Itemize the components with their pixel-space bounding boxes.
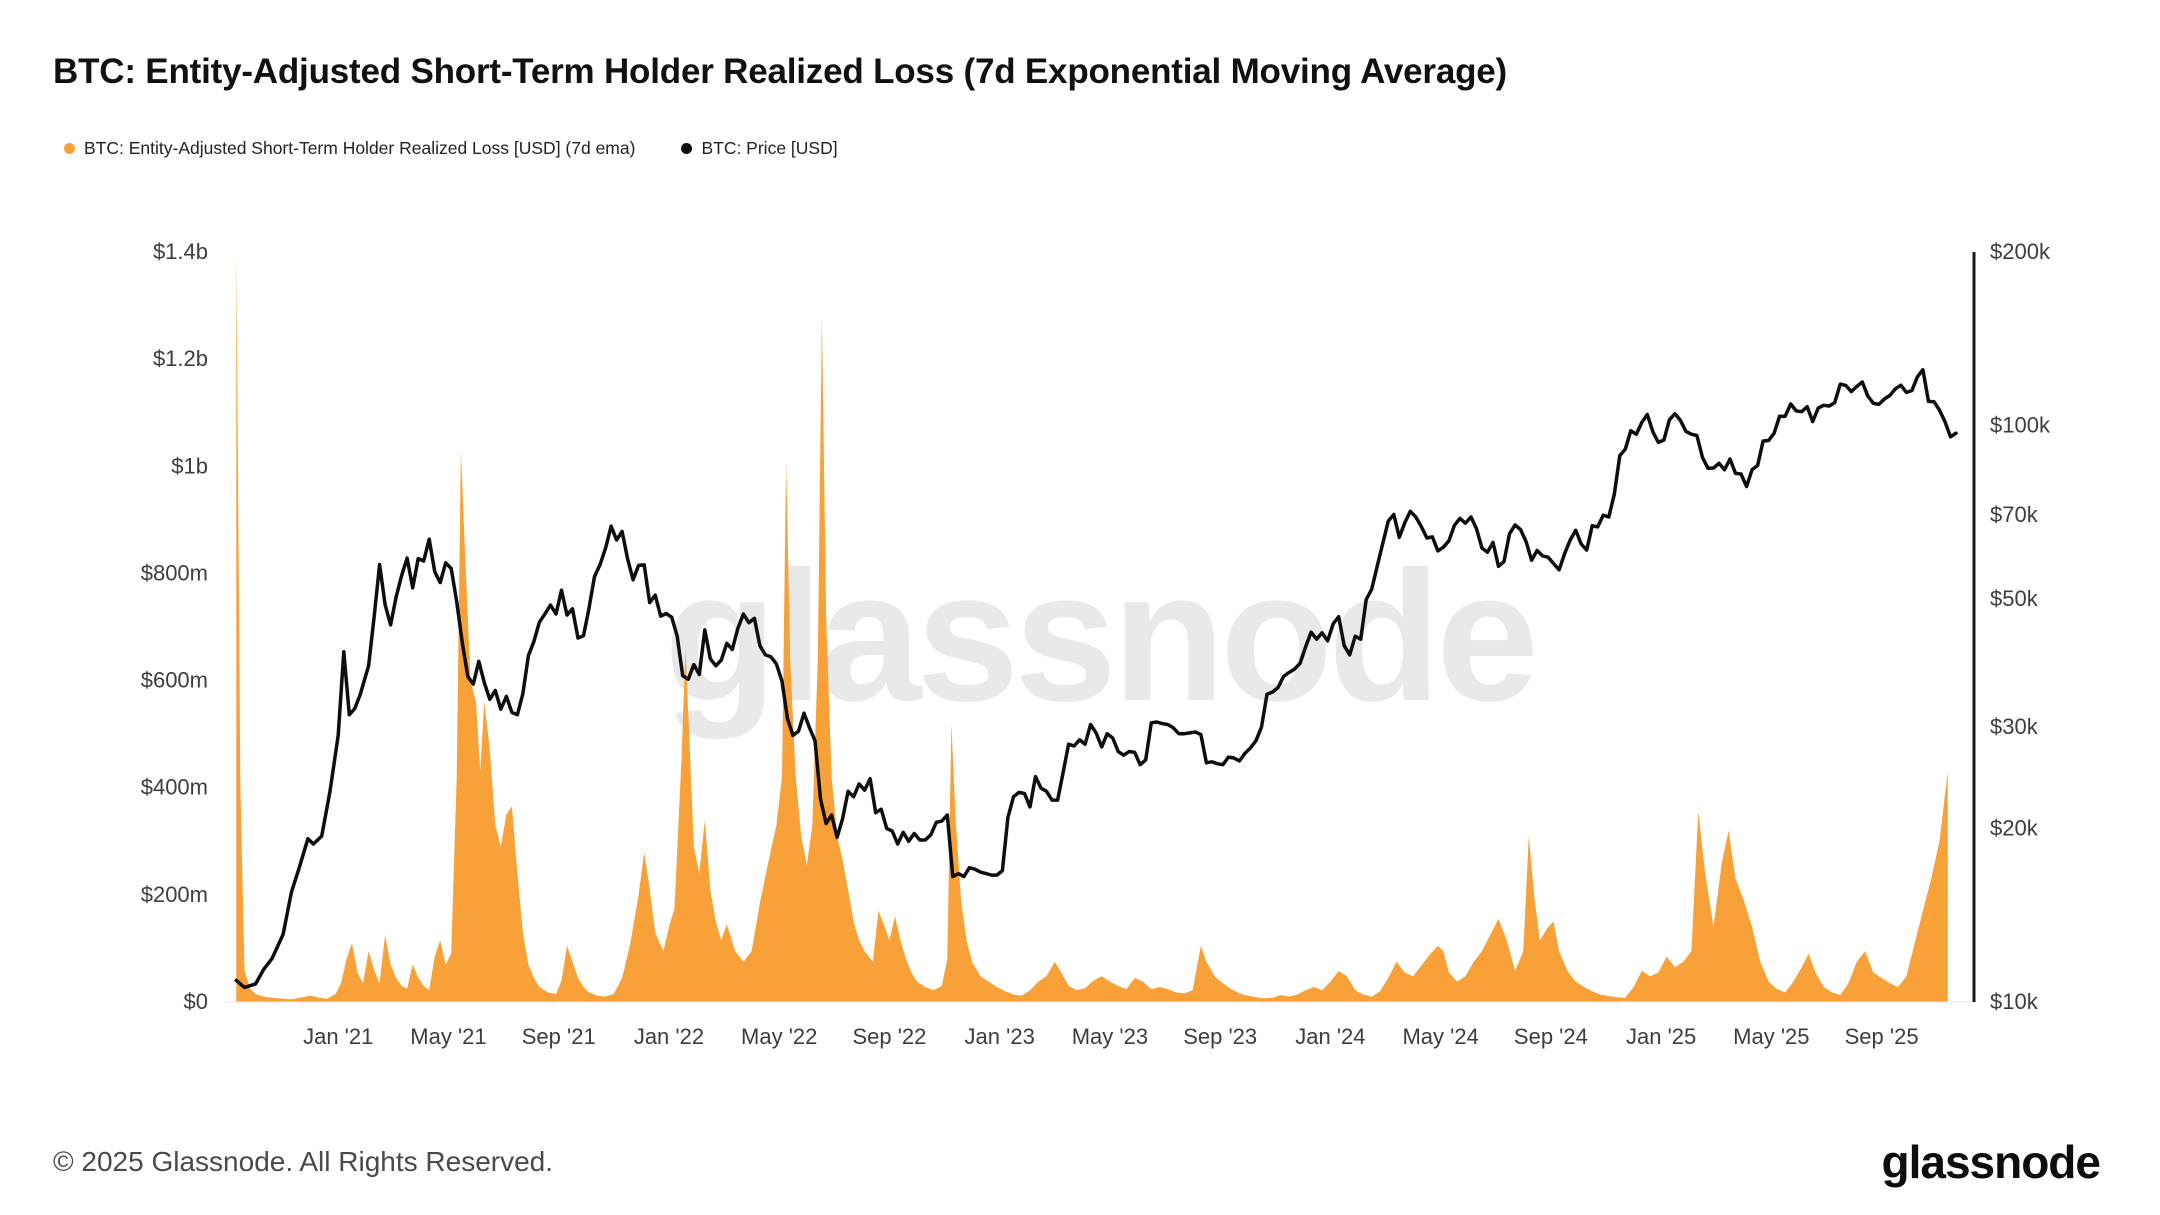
legend-marker-price-icon — [681, 143, 693, 154]
x-axis-tick-label: Sep '22 — [852, 1024, 926, 1049]
x-axis-tick-label: Jan '22 — [634, 1024, 704, 1049]
legend-item-realized-loss[interactable]: BTC: Entity-Adjusted Short-Term Holder R… — [64, 138, 635, 159]
legend: BTC: Entity-Adjusted Short-Term Holder R… — [64, 138, 838, 159]
glassnode-watermark: glassnode — [664, 534, 1534, 740]
x-axis-tick-label: Sep '21 — [522, 1024, 596, 1049]
left-axis-tick-label: $0 — [184, 989, 208, 1014]
x-axis-tick-label: Sep '24 — [1514, 1024, 1588, 1049]
x-axis-tick-label: Jan '24 — [1295, 1024, 1365, 1049]
x-axis-tick-label: Jan '21 — [303, 1024, 373, 1049]
left-axis-tick-label: $1.2b — [153, 346, 208, 371]
x-axis-tick-label: Jan '23 — [965, 1024, 1035, 1049]
right-axis-tick-label: $10k — [1990, 989, 2039, 1014]
x-axis-tick-label: Sep '23 — [1183, 1024, 1257, 1049]
legend-item-price[interactable]: BTC: Price [USD] — [681, 138, 838, 159]
x-axis-tick-label: May '22 — [741, 1024, 817, 1049]
left-axis-tick-label: $1b — [171, 453, 208, 478]
x-axis-tick-label: Jan '25 — [1626, 1024, 1696, 1049]
x-axis-tick-label: Sep '25 — [1845, 1024, 1919, 1049]
left-axis-tick-label: $600m — [141, 668, 208, 693]
right-axis-tick-label: $70k — [1990, 502, 2039, 527]
left-axis-tick-label: $1.4b — [153, 239, 208, 264]
btc-price-line-series — [234, 367, 1958, 990]
x-axis-tick-label: May '25 — [1733, 1024, 1809, 1049]
right-axis-tick-label: $50k — [1990, 586, 2039, 611]
legend-label-realized-loss: BTC: Entity-Adjusted Short-Term Holder R… — [84, 138, 636, 158]
left-axis-tick-label: $200m — [141, 882, 208, 907]
chart-title: BTC: Entity-Adjusted Short-Term Holder R… — [53, 52, 1508, 91]
glassnode-logo: glassnode — [1881, 1136, 2101, 1188]
legend-marker-realized-loss-icon — [64, 143, 75, 154]
left-axis-tick-label: $800m — [141, 560, 208, 585]
right-axis-tick-label: $20k — [1990, 815, 2039, 840]
x-axis-tick-label: May '24 — [1402, 1024, 1478, 1049]
right-axis-tick-label: $200k — [1990, 239, 2051, 264]
x-axis-tick-label: May '21 — [410, 1024, 486, 1049]
left-axis-tick-label: $400m — [141, 775, 208, 800]
right-axis-tick-label: $30k — [1990, 714, 2039, 739]
copyright-text: © 2025 Glassnode. All Rights Reserved. — [53, 1146, 554, 1177]
right-axis-tick-label: $100k — [1990, 413, 2051, 438]
x-axis-tick-label: May '23 — [1072, 1024, 1148, 1049]
legend-label-price: BTC: Price [USD] — [701, 138, 838, 158]
footer: © 2025 Glassnode. All Rights Reserved. g… — [0, 1135, 2160, 1189]
